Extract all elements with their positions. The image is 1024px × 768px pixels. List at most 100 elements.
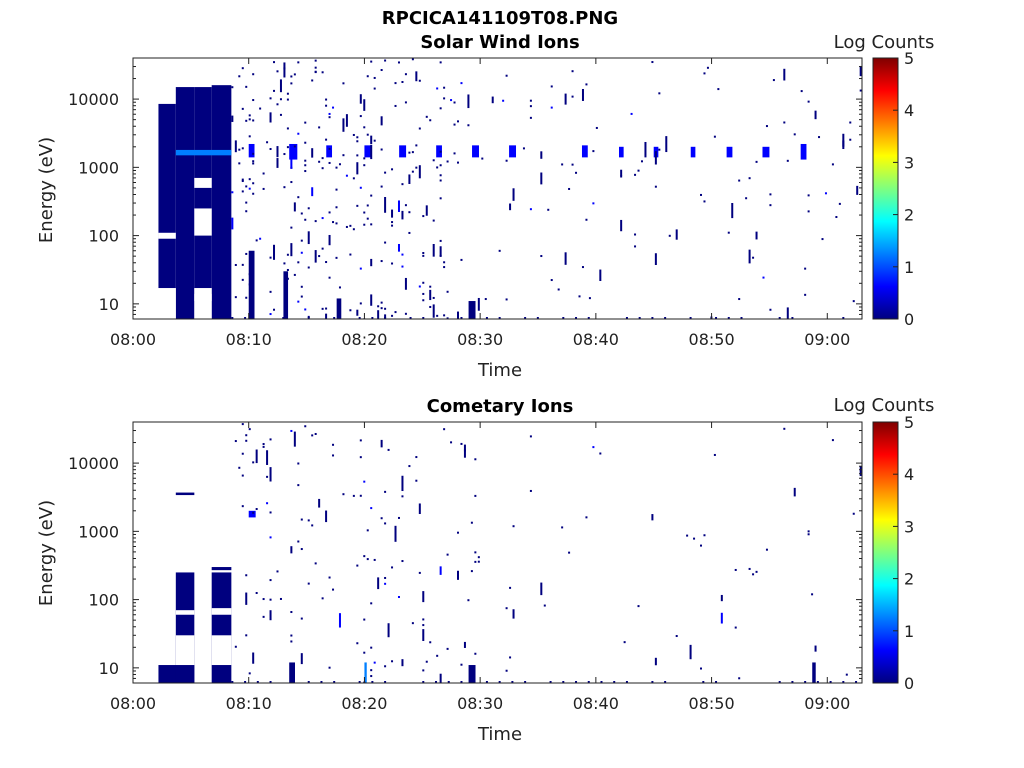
colorbar-tick-label: 0: [904, 674, 914, 693]
data-cell: [266, 502, 269, 505]
data-cell: [234, 645, 237, 648]
data-cell: [245, 119, 248, 122]
data-cell: [562, 681, 565, 683]
data-cell: [568, 551, 571, 554]
data-cell: [838, 202, 841, 205]
data-cell: [571, 163, 574, 166]
data-cell: [557, 288, 560, 291]
data-cell: [328, 116, 331, 119]
data-cell: [686, 534, 689, 537]
data-cell: [575, 681, 578, 683]
data-cell: [290, 429, 293, 432]
data-cell: [356, 140, 359, 143]
data-cell: [238, 75, 241, 78]
data-cell: [769, 308, 772, 311]
data-cell: [391, 314, 394, 317]
data-cell: [625, 317, 628, 319]
data-cell: [252, 119, 255, 122]
data-cell: [550, 85, 553, 88]
data-cell: [377, 305, 380, 308]
data-cell: [658, 92, 661, 95]
data-cell: [297, 61, 300, 64]
data-cell: [363, 555, 366, 558]
data-cell: [474, 652, 477, 655]
data-cell: [366, 75, 369, 78]
data-cell: [269, 290, 272, 293]
data-cell: [745, 197, 748, 200]
data-cell: [783, 427, 786, 430]
data-cell: [429, 289, 432, 301]
data-cell: [269, 97, 272, 100]
data-cell: [755, 160, 758, 163]
data-cell: [443, 97, 446, 100]
data-cell: [505, 74, 508, 77]
data-cell: [290, 243, 293, 257]
x-tick-label: 08:40: [573, 694, 619, 713]
data-cell: [290, 640, 293, 643]
axes-frame: [132, 421, 863, 684]
data-cell: [248, 187, 251, 190]
data-cell: [262, 615, 265, 618]
figure-title: RPCICA141109T08.PNG: [382, 8, 618, 29]
data-cell: [786, 307, 789, 319]
data-cell: [620, 175, 623, 178]
data-cell: [536, 317, 539, 319]
data-cell: [256, 681, 259, 683]
data-cell: [391, 566, 394, 569]
data-cell: [273, 61, 276, 64]
data-cell: [332, 221, 335, 224]
x-tick-label: 08:50: [689, 330, 735, 349]
data-cell: [297, 261, 300, 264]
data-cell: [477, 560, 480, 563]
data-cell: [769, 193, 772, 196]
data-cell: [238, 466, 241, 469]
data-cell: [625, 681, 628, 683]
colorbar-tick-label: 4: [904, 101, 914, 120]
data-cell: [391, 209, 394, 218]
data-cell: [241, 423, 244, 426]
data-cell: [818, 136, 821, 139]
data-cell: [234, 140, 237, 153]
data-cell: [363, 126, 366, 129]
data-cell: [377, 310, 380, 319]
data-cell: [384, 307, 387, 310]
data-cell: [293, 431, 296, 447]
data-cell: [342, 118, 345, 132]
data-cell: [447, 681, 450, 683]
data-cell: [307, 207, 310, 210]
data-cell: [524, 317, 527, 319]
data-cell: [231, 317, 234, 319]
data-cell: [370, 646, 373, 649]
data-cell: [384, 241, 387, 244]
data-cell: [512, 525, 515, 528]
data-cell: [370, 135, 373, 145]
data-block: [436, 145, 442, 158]
data-cell: [370, 60, 373, 63]
data-cell: [279, 79, 282, 93]
data-cell: [241, 278, 244, 281]
data-block: [211, 85, 232, 319]
data-block: [336, 298, 342, 319]
data-cell: [380, 301, 383, 304]
data-cell: [404, 73, 407, 76]
data-cell: [394, 104, 397, 107]
data-block: [248, 143, 255, 158]
data-cell: [234, 440, 237, 443]
data-cell: [300, 295, 303, 298]
data-cell: [715, 317, 718, 319]
data-cell: [248, 283, 251, 286]
data-cell: [335, 256, 338, 259]
data-cell: [727, 231, 730, 234]
data-cell: [581, 88, 584, 101]
data-block: [248, 250, 255, 319]
data-block: [158, 103, 176, 289]
data-cell: [332, 443, 335, 446]
data-cell: [262, 187, 265, 190]
data-cell: [446, 553, 449, 556]
data-cell: [651, 61, 654, 64]
x-tick-label: 08:20: [341, 694, 387, 713]
data-cell: [380, 307, 383, 310]
data-cell: [401, 659, 404, 667]
data-gap: [158, 232, 176, 239]
data-cell: [575, 171, 578, 174]
